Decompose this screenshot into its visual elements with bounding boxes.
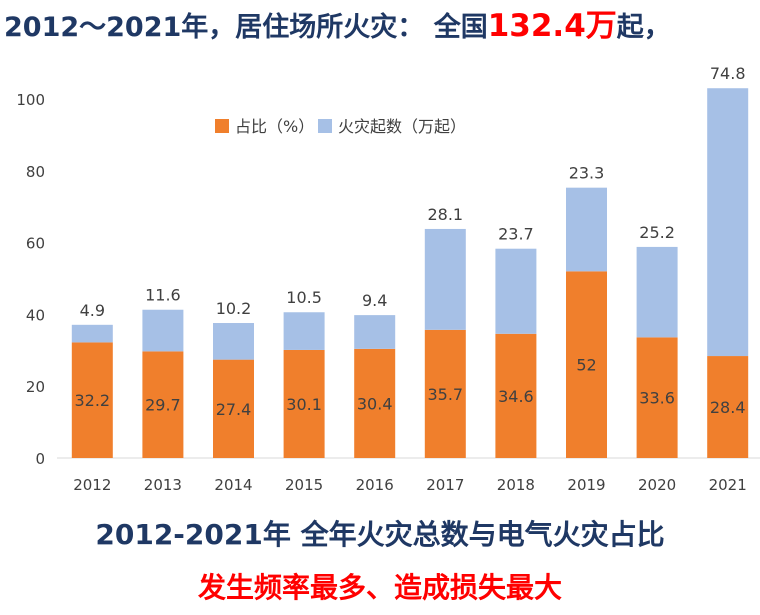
- y-tick-label: 80: [26, 163, 45, 181]
- bar-segment-bottom: [636, 337, 678, 458]
- bar-segment-bottom: [566, 271, 607, 458]
- data-label-top: 28.1: [427, 205, 463, 224]
- plot-area: 0 20 40 60 80 100 32.2 4.9 2012 29.7 11.6 2013 27.4 1…: [16, 64, 760, 494]
- data-label-bottom: 33.6: [639, 389, 675, 408]
- data-label-bottom: 32.2: [74, 391, 110, 410]
- bar-segment-bottom: [142, 351, 184, 458]
- x-tick-label: 2018: [497, 476, 535, 494]
- legend-label-top: 火灾起数（万起）: [338, 117, 466, 136]
- data-label-top: 4.9: [80, 301, 105, 320]
- bar-segment-top: [283, 312, 325, 350]
- y-tick-label: 20: [26, 378, 45, 396]
- bar-segment-top: [71, 324, 113, 343]
- data-label-top: 9.4: [362, 291, 387, 310]
- legend: 占比（%） 火灾起数（万起）: [215, 117, 466, 136]
- data-label-bottom: 28.4: [710, 398, 746, 417]
- data-label-bottom: 27.4: [216, 400, 252, 419]
- headline-prefix: 2012～2021年，居住场所火灾： 全国: [4, 12, 488, 43]
- data-label-bottom: 52: [576, 356, 596, 375]
- data-label-top: 23.7: [498, 225, 534, 244]
- y-tick-label: 60: [26, 235, 45, 253]
- data-label-bottom: 35.7: [427, 385, 463, 404]
- y-tick-label: 40: [26, 306, 45, 324]
- bar-segment-top: [566, 187, 607, 272]
- x-tick-label: 2020: [638, 476, 676, 494]
- data-label-bottom: 30.4: [357, 394, 393, 413]
- bar-segment-bottom: [213, 359, 254, 458]
- caption-line-1: 2012-2021年 全年火灾总数与电气火灾占比: [95, 518, 665, 551]
- bar-segment-bottom: [707, 356, 749, 458]
- bar-segment-bottom: [424, 329, 466, 458]
- legend-swatch-top: [318, 119, 332, 133]
- bar-segment-bottom: [283, 349, 325, 458]
- x-tick-label: 2016: [356, 476, 394, 494]
- bar-segment-bottom: [495, 333, 537, 458]
- bar-segment-top: [707, 88, 749, 357]
- headline-highlight: 132.4万: [487, 8, 617, 44]
- x-tick-label: 2017: [426, 476, 464, 494]
- bar-segment-top: [142, 309, 184, 352]
- data-label-top: 23.3: [569, 164, 605, 183]
- caption-line-2: 发生频率最多、造成损失最大: [197, 571, 562, 604]
- stacked-bar-chart: 0 20 40 60 80 100 32.2 4.9 2012 29.7 11.6 2013 27.4 1…: [16, 64, 760, 494]
- headline-suffix: 起，: [616, 12, 671, 43]
- y-tick-label: 0: [35, 450, 45, 468]
- data-label-bottom: 30.1: [286, 395, 322, 414]
- data-label-top: 74.8: [710, 64, 746, 83]
- legend-label-bottom: 占比（%）: [235, 117, 314, 136]
- x-tick-label: 2013: [144, 476, 182, 494]
- data-label-bottom: 29.7: [145, 396, 181, 415]
- x-tick-label: 2012: [73, 476, 111, 494]
- bar-segment-top: [354, 315, 396, 349]
- x-tick-label: 2019: [567, 476, 605, 494]
- data-label-bottom: 34.6: [498, 387, 534, 406]
- headline: 2012～2021年，居住场所火灾： 全国132.4万起，: [4, 2, 756, 50]
- x-tick-label: 2014: [214, 476, 252, 494]
- bar-segment-bottom: [354, 348, 396, 458]
- legend-swatch-bottom: [215, 119, 229, 133]
- bar-segment-top: [424, 228, 466, 330]
- data-label-top: 25.2: [639, 223, 675, 242]
- bar-segment-top: [495, 248, 537, 334]
- data-label-top: 10.5: [286, 288, 322, 307]
- data-label-top: 11.6: [145, 286, 181, 305]
- y-tick-label: 100: [16, 91, 45, 109]
- bar-segment-top: [636, 246, 678, 338]
- x-tick-label: 2021: [709, 476, 747, 494]
- bar-segment-bottom: [71, 342, 113, 458]
- bar-segment-top: [213, 323, 254, 360]
- data-label-top: 10.2: [216, 299, 252, 318]
- x-tick-label: 2015: [285, 476, 323, 494]
